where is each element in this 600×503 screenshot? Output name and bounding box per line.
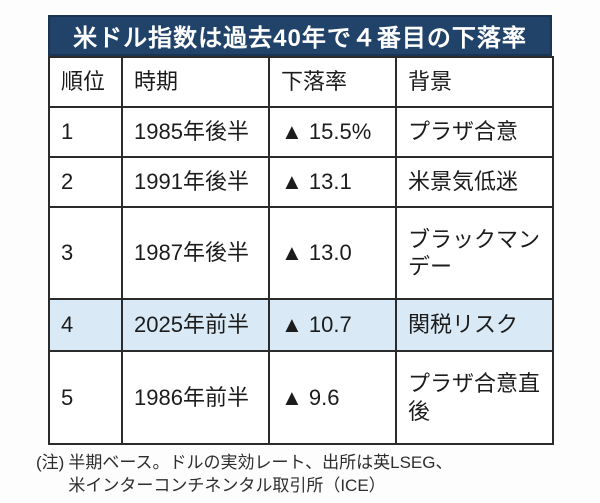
decline-cell: ▲ 15.5% xyxy=(268,106,397,158)
period-cell: 1987年後半 xyxy=(121,206,270,300)
decline-cell: ▲ 13.0 xyxy=(268,206,397,300)
figure-title-banner: 米ドル指数は過去40年で４番目の下落率 xyxy=(48,15,552,56)
col-header-background: 背景 xyxy=(395,56,554,108)
figure-title: 米ドル指数は過去40年で４番目の下落率 xyxy=(73,25,527,52)
period-cell: 1991年後半 xyxy=(121,156,270,208)
table-header-row: 順位 時期 下落率 背景 xyxy=(48,56,554,108)
table-row: 5 1986年前半 ▲ 9.6 プラザ合意直後 xyxy=(48,350,554,445)
table-row: 3 1987年後半 ▲ 13.0 ブラックマンデー xyxy=(48,206,554,300)
note-line-2: 米インターコンチネンタル取引所（ICE） xyxy=(68,475,386,495)
background-cell: 米景気低迷 xyxy=(395,156,554,208)
rank-cell: 4 xyxy=(48,298,123,352)
note-label: (注) xyxy=(36,453,65,472)
rank-cell: 5 xyxy=(48,350,123,445)
decline-cell: ▲ 9.6 xyxy=(268,350,397,445)
col-header-decline: 下落率 xyxy=(268,56,397,108)
decline-cell: ▲ 10.7 xyxy=(268,298,397,352)
note-text: 半期ベース。ドルの実効レート、出所は英LSEG、 米インターコンチネンタル取引所… xyxy=(68,452,452,498)
table-row: 2 1991年後半 ▲ 13.1 米景気低迷 xyxy=(48,156,554,208)
col-header-period: 時期 xyxy=(121,56,270,108)
source-note: (注) 半期ベース。ドルの実効レート、出所は英LSEG、 米インターコンチネンタ… xyxy=(36,452,576,498)
background-cell: プラザ合意 xyxy=(395,106,554,158)
rank-cell: 2 xyxy=(48,156,123,208)
decline-cell: ▲ 13.1 xyxy=(268,156,397,208)
note-line-1: 半期ベース。ドルの実効レート、出所は英LSEG、 xyxy=(68,453,453,472)
period-cell: 1986年前半 xyxy=(121,350,270,445)
dollar-decline-ranking-table: 順位 時期 下落率 背景 1 1985年後半 ▲ 15.5% プラザ合意 2 1991年後… xyxy=(48,56,554,445)
table-row: 1 1985年後半 ▲ 15.5% プラザ合意 xyxy=(48,106,554,158)
table-row: 4 2025年前半 ▲ 10.7 関税リスク xyxy=(48,298,554,352)
background-cell: プラザ合意直後 xyxy=(395,350,554,445)
period-cell: 1985年後半 xyxy=(121,106,270,158)
rank-cell: 1 xyxy=(48,106,123,158)
background-cell: 関税リスク xyxy=(395,298,554,352)
background-cell: ブラックマンデー xyxy=(395,206,554,300)
col-header-rank: 順位 xyxy=(48,56,123,108)
rank-cell: 3 xyxy=(48,206,123,300)
period-cell: 2025年前半 xyxy=(121,298,270,352)
